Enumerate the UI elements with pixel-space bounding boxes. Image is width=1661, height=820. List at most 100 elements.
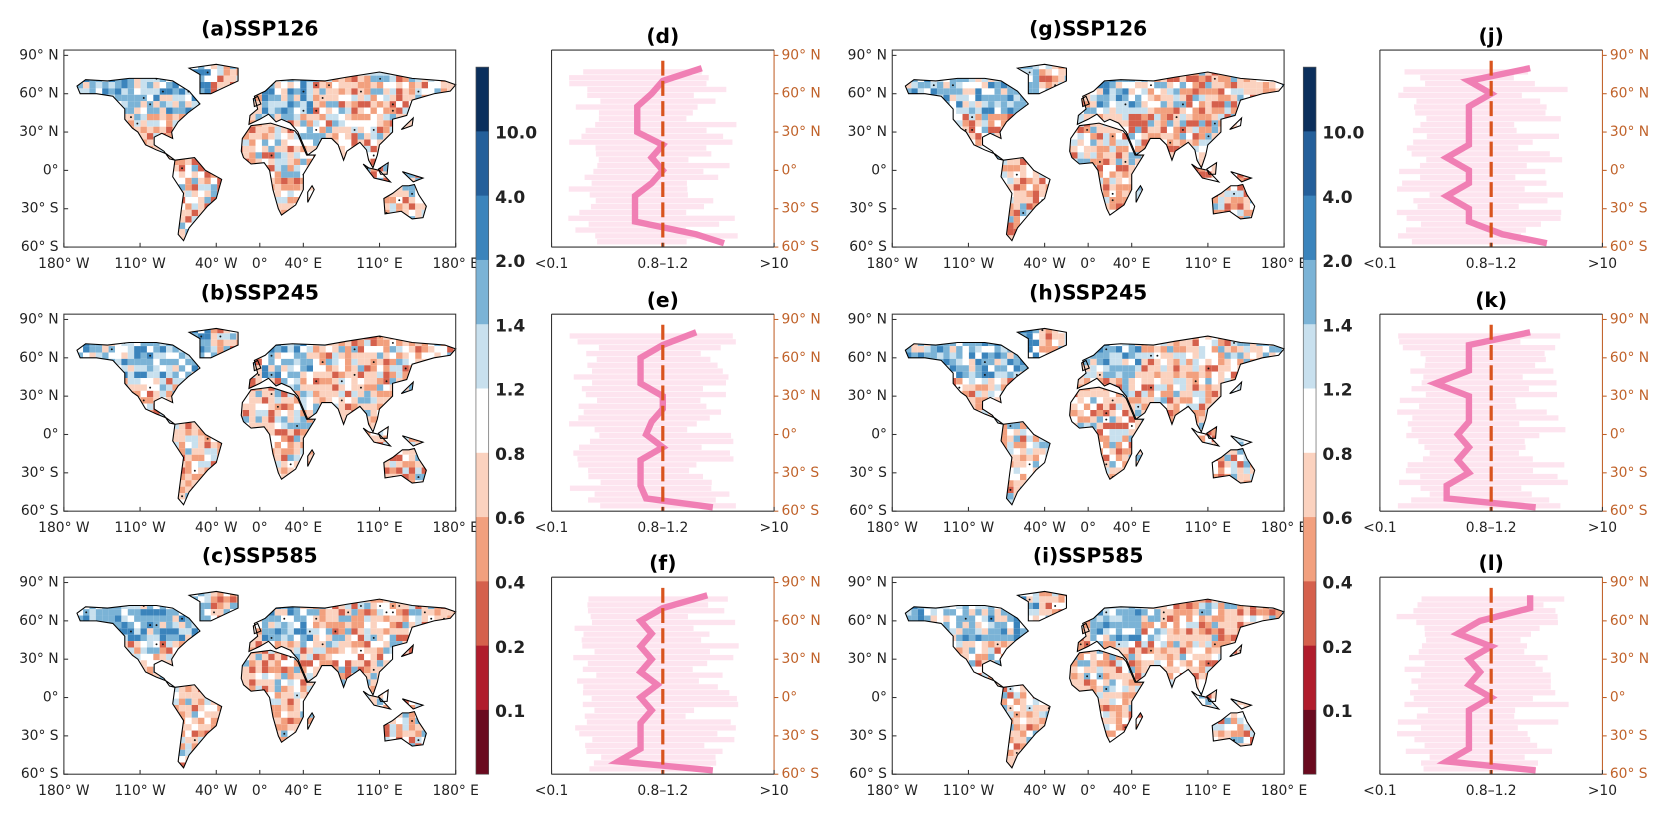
map-cell xyxy=(76,190,84,198)
map-cell xyxy=(415,461,422,468)
map-cell xyxy=(440,222,448,229)
map-cell xyxy=(108,416,115,423)
map-cell xyxy=(453,621,456,629)
map-cell xyxy=(313,177,320,185)
map-cell xyxy=(166,190,173,198)
map-cell xyxy=(364,133,371,140)
map-cell xyxy=(364,384,371,391)
map-cell xyxy=(447,480,454,487)
map-cell xyxy=(204,235,211,241)
map-cell xyxy=(140,235,147,241)
map-cell xyxy=(440,410,448,417)
map-cell xyxy=(351,177,358,185)
map-cell xyxy=(114,378,122,385)
map-cell xyxy=(108,171,115,178)
map-cell xyxy=(223,641,230,648)
map-cell xyxy=(383,410,390,417)
stipple xyxy=(66,631,68,633)
stipple xyxy=(66,361,68,363)
map-cell xyxy=(428,165,435,172)
map-cell xyxy=(357,197,365,204)
map-cell xyxy=(415,139,422,146)
map-cell xyxy=(249,480,256,487)
map-cell xyxy=(242,596,250,603)
map-cell xyxy=(370,82,377,89)
map-cell xyxy=(70,590,76,596)
map-cell xyxy=(108,184,115,191)
map-cell xyxy=(287,441,294,449)
map-cell xyxy=(102,422,109,430)
map-cell xyxy=(293,628,301,635)
map-cell xyxy=(325,158,333,166)
map-cell xyxy=(179,56,185,62)
map-cell xyxy=(357,448,365,455)
map-cell xyxy=(236,314,242,320)
map-cell xyxy=(293,473,301,481)
map-cell xyxy=(89,139,96,146)
map-cell xyxy=(313,480,320,487)
map-cell xyxy=(453,64,456,70)
map-cell xyxy=(178,390,186,398)
map-cell xyxy=(108,429,115,436)
map-cell xyxy=(313,69,320,76)
map-cell xyxy=(89,499,96,505)
map-cell xyxy=(102,615,109,622)
map-cell xyxy=(351,473,358,481)
map-cell xyxy=(421,184,429,191)
map-cell xyxy=(204,209,211,217)
map-cell xyxy=(76,235,84,241)
map-cell xyxy=(70,423,76,429)
stipple xyxy=(423,71,426,74)
map-cell xyxy=(332,358,339,366)
map-cell xyxy=(114,222,122,229)
map-cell xyxy=(127,203,135,210)
map-cell xyxy=(396,486,403,494)
map-cell xyxy=(255,499,262,505)
map-cell xyxy=(287,113,294,121)
map-cell xyxy=(376,339,384,347)
map-cell xyxy=(191,216,199,223)
map-cell xyxy=(383,228,390,236)
map-cell xyxy=(140,634,147,642)
map-cell xyxy=(287,321,293,327)
map-cell xyxy=(300,113,307,121)
map-cell xyxy=(166,499,173,505)
map-cell xyxy=(204,615,211,622)
map-cell xyxy=(108,139,115,146)
stipple xyxy=(66,78,68,80)
map-cell xyxy=(198,126,205,134)
map-cell xyxy=(134,634,141,642)
map-cell xyxy=(223,596,230,603)
map-cell xyxy=(185,339,192,347)
map-cell xyxy=(198,647,205,654)
map-cell xyxy=(166,609,173,616)
map-cell xyxy=(370,641,377,648)
map-cell xyxy=(357,435,365,442)
map-cell xyxy=(383,641,390,648)
map-cell xyxy=(159,184,167,191)
map-cell xyxy=(383,145,390,153)
stipple xyxy=(219,361,222,364)
map-cell xyxy=(408,448,416,455)
map-cell xyxy=(274,429,282,436)
map-cell xyxy=(396,454,403,462)
map-cell xyxy=(274,609,282,616)
map-cell xyxy=(242,101,250,108)
map-cell xyxy=(153,365,160,372)
map-cell xyxy=(210,473,218,481)
map-cell xyxy=(325,209,333,217)
map-cell xyxy=(421,365,429,372)
map-cell xyxy=(408,139,416,146)
map-cell xyxy=(421,441,429,449)
map-cell xyxy=(198,158,205,166)
map-cell xyxy=(249,410,256,417)
map-cell xyxy=(390,584,396,590)
stipple xyxy=(78,341,81,344)
map-cell xyxy=(121,410,128,417)
map-cell xyxy=(229,107,237,114)
map-cell xyxy=(319,628,326,635)
map-cell xyxy=(306,609,314,616)
map-cell xyxy=(357,480,365,487)
coastline xyxy=(248,335,457,434)
map-cell xyxy=(83,184,90,191)
